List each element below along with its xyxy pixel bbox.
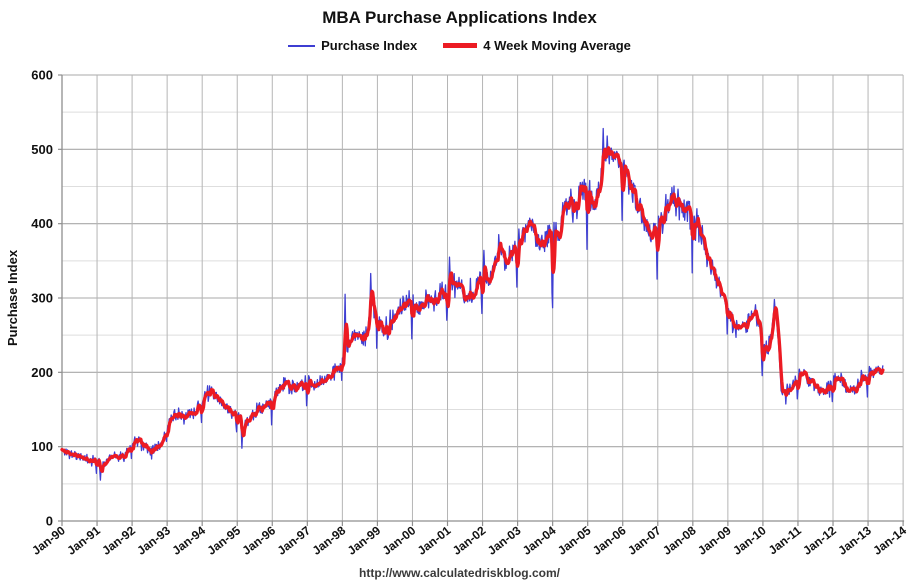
x-tick-label: Jan-14 bbox=[870, 523, 909, 558]
x-tick-label: Jan-91 bbox=[64, 523, 103, 558]
x-tick-label: Jan-07 bbox=[625, 523, 664, 558]
x-tick-label: Jan-02 bbox=[450, 523, 489, 558]
y-tick-label: 600 bbox=[31, 68, 53, 83]
x-tick-label: Jan-93 bbox=[134, 523, 173, 558]
y-tick-label: 500 bbox=[31, 142, 53, 157]
axes bbox=[58, 74, 905, 526]
x-tick-label: Jan-94 bbox=[169, 523, 208, 558]
x-tick-label: Jan-97 bbox=[275, 523, 314, 558]
red-line-swatch-icon bbox=[443, 43, 478, 48]
x-tick-label: Jan-98 bbox=[310, 523, 349, 558]
legend: Purchase Index 4 Week Moving Average bbox=[0, 38, 919, 53]
y-axis-title: Purchase Index bbox=[5, 249, 20, 346]
x-tick-label: Jan-05 bbox=[555, 523, 594, 558]
y-tick-label: 300 bbox=[31, 291, 53, 306]
moving-average-line bbox=[60, 146, 885, 473]
x-tick-label: Jan-04 bbox=[520, 523, 559, 558]
x-tick-label: Jan-08 bbox=[660, 523, 699, 558]
legend-item-moving-average: 4 Week Moving Average bbox=[443, 38, 631, 53]
x-axis-labels: Jan-90Jan-91Jan-92Jan-93Jan-94Jan-95Jan-… bbox=[29, 523, 909, 558]
purchase-index-line bbox=[61, 127, 884, 481]
x-tick-label: Jan-13 bbox=[835, 523, 874, 558]
blue-line-swatch-icon bbox=[288, 44, 316, 47]
y-tick-label: 400 bbox=[31, 216, 53, 231]
y-tick-label: 100 bbox=[31, 439, 53, 454]
x-tick-label: Jan-09 bbox=[695, 523, 734, 558]
x-tick-label: Jan-10 bbox=[730, 523, 769, 558]
legend-label-purchase-index: Purchase Index bbox=[321, 38, 418, 53]
x-tick-label: Jan-11 bbox=[766, 523, 804, 557]
gridlines-vertical bbox=[96, 75, 904, 521]
x-tick-label: Jan-95 bbox=[204, 523, 243, 558]
x-tick-label: Jan-99 bbox=[345, 523, 384, 558]
y-tick-label: 200 bbox=[31, 365, 53, 380]
chart-title: MBA Purchase Applications Index bbox=[322, 8, 597, 27]
legend-label-moving-average: 4 Week Moving Average bbox=[483, 38, 631, 53]
legend-item-purchase-index: Purchase Index bbox=[288, 38, 417, 53]
x-tick-label: Jan-00 bbox=[380, 523, 419, 558]
x-tick-label: Jan-01 bbox=[415, 523, 454, 558]
x-tick-label: Jan-12 bbox=[800, 523, 839, 558]
x-tick-label: Jan-96 bbox=[240, 523, 279, 558]
x-tick-label: Jan-03 bbox=[485, 523, 524, 558]
footer-url: http://www.calculatedriskblog.com/ bbox=[359, 566, 560, 580]
x-tick-label: Jan-92 bbox=[99, 523, 138, 558]
x-tick-label: Jan-06 bbox=[590, 523, 629, 558]
y-tick-label: 0 bbox=[46, 514, 53, 529]
y-axis-labels: 0 100 200 300 400 500 600 bbox=[31, 68, 53, 529]
